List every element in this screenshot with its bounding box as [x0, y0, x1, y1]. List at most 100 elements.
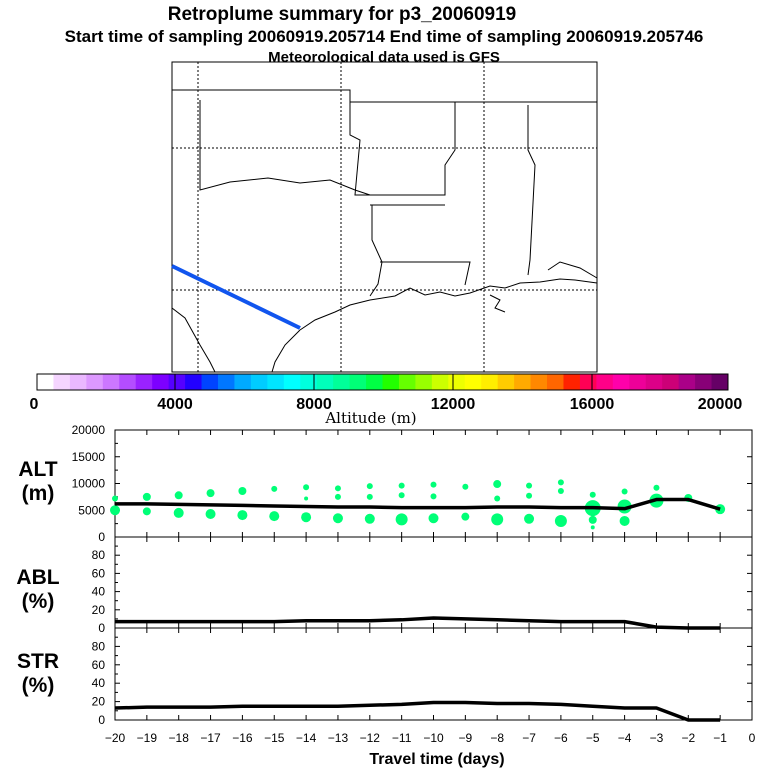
colorbar	[36, 373, 729, 391]
y-tick-label: 15000	[72, 450, 106, 464]
colorbar-tick: 16000	[570, 396, 615, 413]
colorbar-swatch	[349, 374, 367, 390]
scatter-point	[304, 496, 309, 501]
str-panel-unit: (%)	[22, 674, 55, 697]
scatter-point	[493, 480, 502, 489]
sampling-times: Start time of sampling 20060919.205714 E…	[65, 27, 704, 46]
scatter-point	[205, 508, 216, 519]
x-tick-label: −16	[232, 731, 253, 745]
colorbar-swatch	[695, 374, 713, 390]
scatter-point	[112, 495, 118, 502]
abl-panel-label: ABL	[16, 566, 59, 589]
colorbar-swatch	[102, 374, 120, 390]
scatter-point	[590, 525, 595, 530]
scatter-point	[494, 495, 501, 502]
x-tick-label: −14	[296, 731, 317, 745]
colorbar-tick: 8000	[296, 396, 332, 413]
scatter-point	[142, 492, 151, 501]
scatter-point	[206, 489, 215, 498]
map	[171, 61, 598, 373]
colorbar-swatch	[530, 374, 548, 390]
x-tick-label: −7	[522, 731, 536, 745]
scatter-point	[238, 486, 247, 495]
scatter-point	[303, 484, 310, 491]
colorbar-swatch	[333, 374, 351, 390]
scatter-point	[557, 479, 564, 486]
scatter-point	[462, 483, 469, 490]
y-tick-label: 40	[92, 585, 106, 599]
x-tick-label: −18	[169, 731, 190, 745]
map-frame	[171, 61, 598, 373]
colorbar-swatch	[250, 374, 268, 390]
scatter-point	[173, 507, 184, 518]
colorbar-swatch	[69, 374, 87, 390]
colorbar-swatch	[185, 374, 203, 390]
colorbar-ticks: 0 4000 8000 12000 16000 20000	[30, 396, 743, 413]
scatter-point	[174, 491, 183, 500]
colorbar-swatch	[201, 374, 219, 390]
y-tick-label: 10000	[72, 477, 106, 491]
colorbar-swatch	[37, 374, 54, 390]
colorbar-tick: 12000	[431, 396, 476, 413]
colorbar-swatch	[448, 374, 466, 390]
x-tick-label: −11	[392, 731, 412, 745]
y-tick-label: 0	[98, 713, 105, 727]
colorbar-swatch	[415, 374, 433, 390]
y-tick-label: 20	[92, 695, 106, 709]
map-borders	[171, 89, 598, 373]
colorbar-swatch	[497, 374, 515, 390]
scatter-point	[332, 513, 343, 524]
colorbar-swatch	[398, 374, 416, 390]
y-tick-label: 60	[92, 566, 106, 580]
y-tick-label: 80	[92, 639, 106, 653]
colorbar-tick: 4000	[157, 396, 193, 413]
scatter-point	[237, 510, 248, 521]
colorbar-swatch	[514, 374, 532, 390]
colorbar-swatch	[283, 374, 301, 390]
colorbar-swatch	[168, 374, 186, 390]
x-tick-label: −5	[586, 731, 600, 745]
colorbar-tick: 20000	[698, 396, 743, 413]
colorbar-tick: 0	[30, 396, 39, 413]
scatter-point	[589, 491, 596, 498]
plume-path	[171, 264, 301, 330]
colorbar-label: Altitude (m)	[324, 409, 416, 427]
colorbar-frame	[36, 373, 729, 391]
colorbar-swatch	[300, 374, 318, 390]
colorbar-swatch	[234, 374, 252, 390]
x-tick-label: −19	[137, 731, 158, 745]
y-tick-label: 60	[92, 658, 106, 672]
x-tick-label: −6	[554, 731, 568, 745]
abl-panel-unit: (%)	[22, 590, 55, 613]
y-tick-label: 0	[98, 621, 105, 635]
scatter-point	[621, 488, 628, 495]
alt-panel: 0 5000 10000 15000 20000	[72, 423, 753, 544]
colorbar-swatch	[119, 374, 137, 390]
x-tick-label: −10	[423, 731, 444, 745]
x-tick-label: −9	[459, 731, 473, 745]
y-tick-label: 40	[92, 676, 106, 690]
y-tick-label: 80	[92, 548, 106, 562]
scatter-point	[491, 513, 504, 526]
series-line	[114, 700, 721, 722]
scatter-point	[301, 512, 312, 523]
x-tick-label: −4	[618, 731, 632, 745]
y-tick-label: 20	[92, 603, 106, 617]
x-tick-label: −12	[360, 731, 381, 745]
scatter-point	[430, 481, 437, 488]
colorbar-swatch	[464, 374, 482, 390]
colorbar-swatch	[662, 374, 680, 390]
scatter-point	[366, 483, 373, 490]
colorbar-swatch	[547, 374, 564, 390]
scatter-point	[524, 513, 535, 524]
scatter-point	[395, 513, 408, 526]
scatter-point	[142, 507, 151, 516]
scatter-point	[526, 482, 533, 489]
x-tick-label: −8	[490, 731, 504, 745]
y-tick-label: 5000	[78, 503, 105, 517]
x-tick-label: −1	[713, 731, 727, 745]
colorbar-swatch	[366, 374, 383, 390]
scatter-point	[269, 511, 280, 522]
